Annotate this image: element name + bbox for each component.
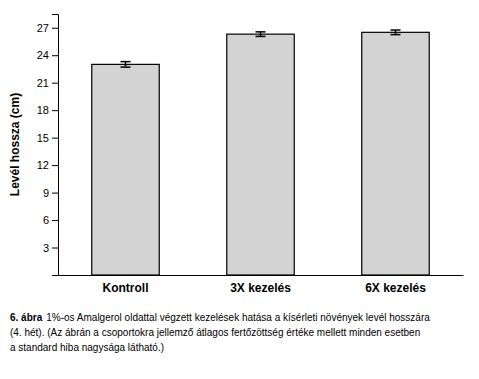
chart-container: 3 6 9 12 15 18 21 24 27 Kontroll 3X kezelés 6X keze… [0,0,479,379]
x-tick: 3X kezelés [230,275,291,295]
y-tick-mark [52,110,58,111]
error-bar [121,62,131,67]
x-axis: Kontroll 3X kezelés 6X kezelés [59,275,464,295]
y-tick-label: 21 [37,77,49,89]
x-tick-label: Kontroll [103,281,149,295]
x-axis-line [59,275,464,276]
error-bar-cap [121,61,131,63]
y-tick: 24 [37,49,58,61]
chart-svg: 3 6 9 12 15 18 21 24 27 Kontroll 3X kezelés 6X keze… [0,0,479,379]
y-tick-label: 15 [37,132,49,144]
y-tick: 9 [43,187,58,199]
caption-text: 1%-os Amalgerol oldattal végzett kezelés… [46,312,430,323]
y-tick-label: 6 [43,214,49,226]
x-tick-label: 3X kezelés [230,281,291,295]
bar [92,64,160,275]
y-tick: 3 [43,242,58,254]
caption-line: (4. hét). (Az ábrán a csoportokra jellem… [10,327,420,338]
x-tick: Kontroll [103,275,149,295]
bar [362,32,430,275]
error-bar [391,30,401,35]
y-tick-mark [52,193,58,194]
y-tick-mark [52,165,58,166]
error-bar [256,32,266,37]
y-axis-line [52,15,59,276]
y-tick: 6 [43,214,58,226]
caption-line: a standard hiba nagysága látható.) [10,342,164,353]
y-tick: 27 [37,22,58,34]
y-tick: 12 [37,159,58,171]
y-tick-label: 9 [43,187,49,199]
error-bar-stem [125,62,127,67]
error-bar-cap [391,29,401,31]
y-tick-label: 27 [37,22,49,34]
y-axis: 3 6 9 12 15 18 21 24 27 [37,15,59,276]
y-tick-mark [52,248,58,249]
x-tick: 6X kezelés [365,275,426,295]
x-tick-label: 6X kezelés [365,281,426,295]
y-tick: 21 [37,77,58,89]
caption-line: 6. ábra1%-os Amalgerol oldattal végzett … [10,312,430,323]
y-tick-mark [52,138,58,139]
y-tick-label: 3 [43,242,49,254]
y-tick-mark [52,55,58,56]
marks [92,30,430,275]
y-tick-label: 24 [37,49,49,61]
error-bar-cap [121,66,131,68]
y-axis-title: Levél hossza (cm) [8,93,22,196]
bar [227,34,295,275]
caption-bold: 6. ábra [10,312,43,323]
error-bar-cap [256,31,266,33]
y-tick-mark [52,220,58,221]
plot-area: 3 6 9 12 15 18 21 24 27 Kontroll 3X kezelés 6X keze… [37,15,464,295]
y-tick-label: 18 [37,104,49,116]
y-tick: 15 [37,132,58,144]
y-tick-mark [52,83,58,84]
error-bar-cap [256,36,266,38]
y-tick: 18 [37,104,58,116]
y-tick-label: 12 [37,159,49,171]
y-tick-mark [52,28,58,29]
error-bar-cap [391,34,401,36]
